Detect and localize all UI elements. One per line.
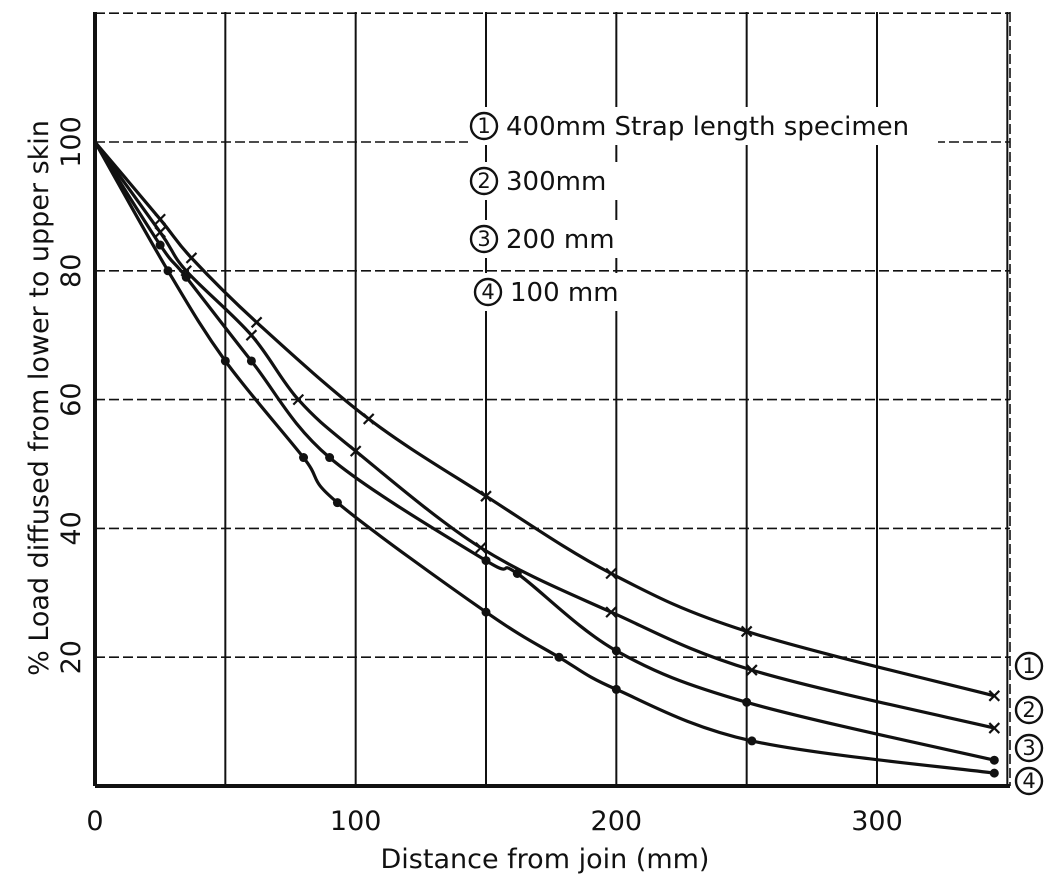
legend-number-circle	[469, 224, 499, 254]
series-3-point	[611, 646, 621, 656]
series-1-point	[988, 690, 1001, 702]
legend-item-2: 2 300mm	[468, 162, 618, 200]
curve-tag-1: 1	[1014, 651, 1044, 681]
series-2-point	[746, 664, 758, 676]
series	[93, 140, 1001, 778]
curve-tag-label: 1	[1022, 654, 1035, 678]
series-4-point	[611, 684, 621, 694]
legend-item-3: 3 200 mm	[468, 220, 618, 258]
series-3-point	[155, 240, 165, 250]
legend-number: 1	[477, 114, 490, 138]
series-4-point	[554, 652, 564, 662]
series-3-point	[512, 568, 522, 578]
series-4-point	[299, 453, 309, 463]
y-tick-label: 20	[56, 640, 87, 674]
series-line-3	[93, 141, 995, 762]
legend-number: 2	[477, 169, 490, 193]
legend-number-circle	[473, 277, 503, 307]
y-tick-label: 40	[56, 511, 87, 545]
series-1-point	[605, 567, 617, 580]
curve-tag-label: 4	[1022, 769, 1035, 793]
series-2-point	[154, 226, 166, 238]
series-1-point	[480, 490, 492, 502]
curve-tag-label: 3	[1022, 736, 1035, 760]
series-2-point	[292, 393, 305, 406]
legend-item-4: 4 100 mm	[472, 273, 622, 311]
series-3-point	[742, 697, 752, 707]
legend-item-1: 1 400mm Strap length specimen	[468, 107, 938, 145]
series-4-point	[481, 607, 491, 617]
legend-number-circle	[469, 166, 499, 196]
tick-labels: 0 100 200 300 20 40 60 80 100	[56, 116, 903, 837]
legend-number-circle	[469, 111, 499, 141]
series-line-4	[93, 141, 995, 775]
series-3-point	[246, 356, 256, 366]
series-3-point	[481, 556, 491, 566]
legend-label: 400mm Strap length specimen	[506, 112, 909, 142]
series-1-point	[185, 252, 198, 264]
legend-label: 200 mm	[506, 225, 615, 255]
y-tick-label: 60	[56, 382, 87, 416]
x-tick-label: 200	[591, 806, 643, 837]
series-1-point	[154, 213, 166, 226]
series-4-point	[163, 266, 173, 276]
series-2-point	[349, 445, 362, 457]
series-3-point	[325, 453, 335, 463]
legend-label: 100 mm	[510, 278, 619, 308]
legend-number: 4	[481, 280, 494, 304]
series-4-point	[332, 498, 342, 508]
legend-number: 3	[477, 227, 490, 251]
x-tick-label: 300	[851, 806, 903, 837]
y-axis-title: % Load diffused from lower to upper skin	[24, 120, 55, 676]
curve-tag-3: 3	[1014, 733, 1044, 763]
curve-tag-4: 4	[1014, 766, 1044, 796]
series-4-point	[220, 356, 230, 366]
y-tick-label: 80	[56, 254, 87, 288]
series-4-point	[747, 736, 757, 746]
axes	[93, 12, 1011, 788]
series-1-point	[362, 413, 375, 425]
curve-tag-label: 2	[1022, 698, 1035, 722]
legend-label: 300mm	[506, 167, 606, 197]
x-tick-label: 100	[330, 806, 382, 837]
x-tick-label: 0	[86, 806, 103, 837]
curve-tag-2: 2	[1014, 695, 1044, 725]
series-4-point	[989, 768, 999, 778]
series-line-2	[93, 141, 995, 730]
series-3-point	[181, 272, 191, 282]
legend: 1 400mm Strap length specimen 2 300mm 3 200 m…	[468, 107, 938, 311]
series-2-point	[475, 541, 487, 554]
series-2-point	[245, 329, 258, 341]
series-2-point	[988, 722, 1001, 734]
series-1-point	[740, 625, 753, 638]
x-axis-title: Distance from join (mm)	[381, 844, 710, 875]
series-1-point	[250, 316, 263, 329]
series-3-point	[989, 755, 999, 765]
curve-tags: 1 2 3 4	[1014, 651, 1044, 796]
y-tick-label: 100	[56, 116, 87, 168]
series-2-point	[605, 606, 617, 618]
